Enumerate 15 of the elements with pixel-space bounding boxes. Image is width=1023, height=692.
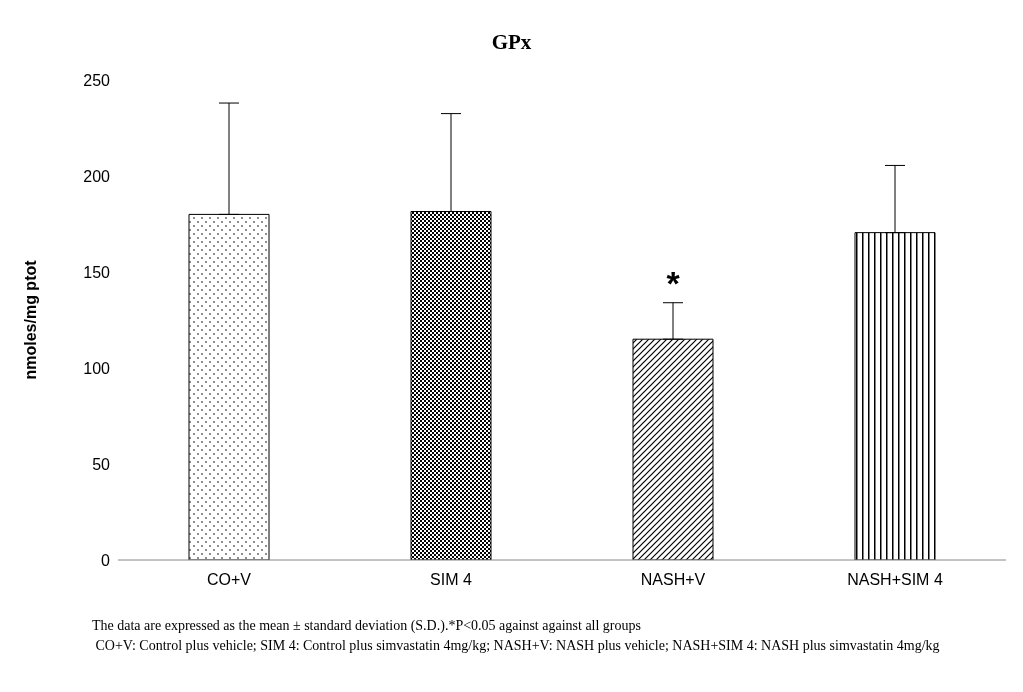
y-axis-title: nmoles/mg ptot [21,259,39,380]
y-tick-label: 0 [101,551,111,569]
x-tick-label: NASH+V [640,571,706,589]
y-tick-label: 150 [83,263,111,281]
y-tick-label: 250 [83,71,111,89]
x-tick-label: CO+V [206,571,252,589]
text: CO+V: Control plus vehicle; SIM 4: Control plus simvastatin 4mg/kg; NASH+V: NASH plus vehicle; NASH+SIM 4: NASH plus simvastatin 4mg/kg [94,637,941,655]
y-tick-label: 200 [83,167,111,185]
annotation: * [665,262,681,303]
y-tick-label: 50 [92,455,111,473]
x-tick-label: SIM 4 [430,571,472,589]
y-tick-label: 100 [83,359,111,377]
chart-title: GPx [490,30,533,55]
x-tick-label: NASH+SIM 4 [847,571,943,589]
text: The data are expressed as the mean ± standard deviation (S.D.).*P<0.05 against against all groups [92,617,642,635]
